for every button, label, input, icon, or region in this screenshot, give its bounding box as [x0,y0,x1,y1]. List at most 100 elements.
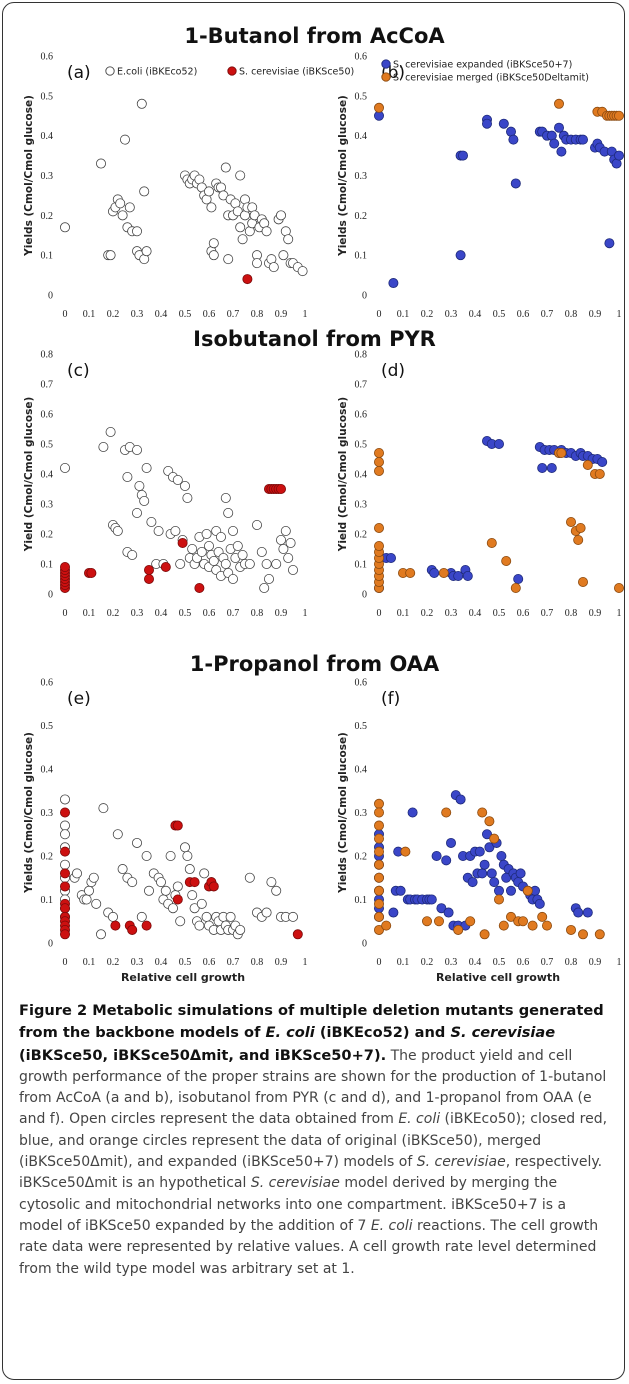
data-point [127,877,138,888]
x-tick-label: 1 [617,957,622,968]
y-tick-label: 0.6 [355,52,368,63]
data-point [292,929,303,940]
y-tick-label: 0.2 [41,211,54,222]
data-point [481,118,492,129]
data-point [232,541,243,552]
data-point [582,907,593,918]
data-point [467,877,478,888]
data-point [170,526,181,537]
data-point [510,178,521,189]
data-point [60,859,71,870]
x-tick-label: 0 [63,309,68,320]
section-title-isobutanol: Isobutanol from PYR [193,327,436,351]
panel-label: (d) [381,361,405,381]
data-point [575,523,586,534]
data-point [373,807,384,818]
data-point [131,226,142,237]
y-tick-label: 0.2 [355,530,368,541]
y-tick-label: 0.6 [41,678,54,689]
data-point [108,911,119,922]
data-point [237,234,248,245]
data-point [421,916,432,927]
data-point [208,250,219,261]
data-point [146,517,157,528]
y-tick-label: 0.5 [355,721,368,732]
data-point [484,816,495,827]
y-tick-label: 0 [48,939,53,950]
x-tick-label: 0.1 [83,608,96,619]
data-point [215,532,226,543]
data-point [261,907,272,918]
x-tick-label: 0.7 [541,608,554,619]
y-tick-label: 0 [362,939,367,950]
x-tick-label: 0.9 [275,309,288,320]
y-tick-label: 0.3 [355,171,368,182]
data-point [373,846,384,857]
data-point [578,134,589,145]
data-point [388,278,399,289]
y-tick-label: 0.2 [355,211,368,222]
x-tick-label: 0.6 [517,957,530,968]
data-point [60,807,71,818]
legend-marker [105,66,115,76]
data-point [96,929,107,940]
y-tick-label: 0 [48,291,53,302]
data-point [141,851,152,862]
x-tick-label: 0.3 [131,957,144,968]
data-point [474,846,485,857]
x-tick-label: 0.4 [469,309,482,320]
y-tick-label: 0.6 [41,52,54,63]
data-point [208,238,219,249]
data-point [597,456,608,467]
data-point [175,916,186,927]
figure-caption: Figure 2 Metabolic simulations of multip… [19,1000,614,1280]
data-point [235,222,246,233]
data-point [208,881,219,892]
data-point [189,903,200,914]
data-point [117,864,128,875]
legend-marker [227,66,237,76]
x-tick-label: 0.2 [107,309,120,320]
data-point [122,471,133,482]
y-tick-label: 0.3 [41,500,54,511]
x-tick-label: 0 [377,608,382,619]
data-point [201,911,212,922]
x-tick-label: 0.5 [493,608,506,619]
caption-title: Figure 2 Metabolic simulations of multip… [19,1002,604,1064]
data-point [566,924,577,935]
data-point [554,122,565,133]
legend-label: S. cerevisiae merged (iBKSce50Deltamit) [393,73,589,84]
data-point [220,162,231,173]
x-axis-label-right: Relative cell growth [435,971,561,984]
y-tick-label: 0.2 [355,852,368,863]
data-point [60,903,71,914]
y-tick-label: 0.7 [355,380,368,391]
data-point [172,881,183,892]
panel-f: 0 0.1 0.2 0.3 0.4 0.5 0.6 0 0.1 0.2 0.3 0.4 0.5 0.6 0.… [337,678,622,969]
y-tick-label: 0.1 [41,251,54,262]
data-point [498,920,509,931]
x-tick-label: 0.8 [251,309,264,320]
data-point [373,447,384,458]
data-point [373,456,384,467]
data-point [141,462,152,473]
data-point [501,556,512,567]
data-point [141,246,152,257]
data-point [287,565,298,576]
y-axis-label: Yield (Cmol/Cmol glucose) [23,397,35,553]
data-point [278,544,289,555]
data-point [60,881,71,892]
x-tick-label: 0.5 [493,957,506,968]
data-point [373,859,384,870]
data-point [172,820,183,831]
y-tick-label: 0.4 [41,765,54,776]
y-tick-label: 0.4 [355,470,368,481]
data-point [489,833,500,844]
x-tick-label: 0.8 [565,309,578,320]
x-tick-label: 0.6 [203,608,216,619]
data-point [280,526,291,537]
y-tick-label: 0.1 [41,895,54,906]
x-tick-label: 0.5 [179,309,192,320]
legend-marker [381,59,391,69]
data-point [235,924,246,935]
